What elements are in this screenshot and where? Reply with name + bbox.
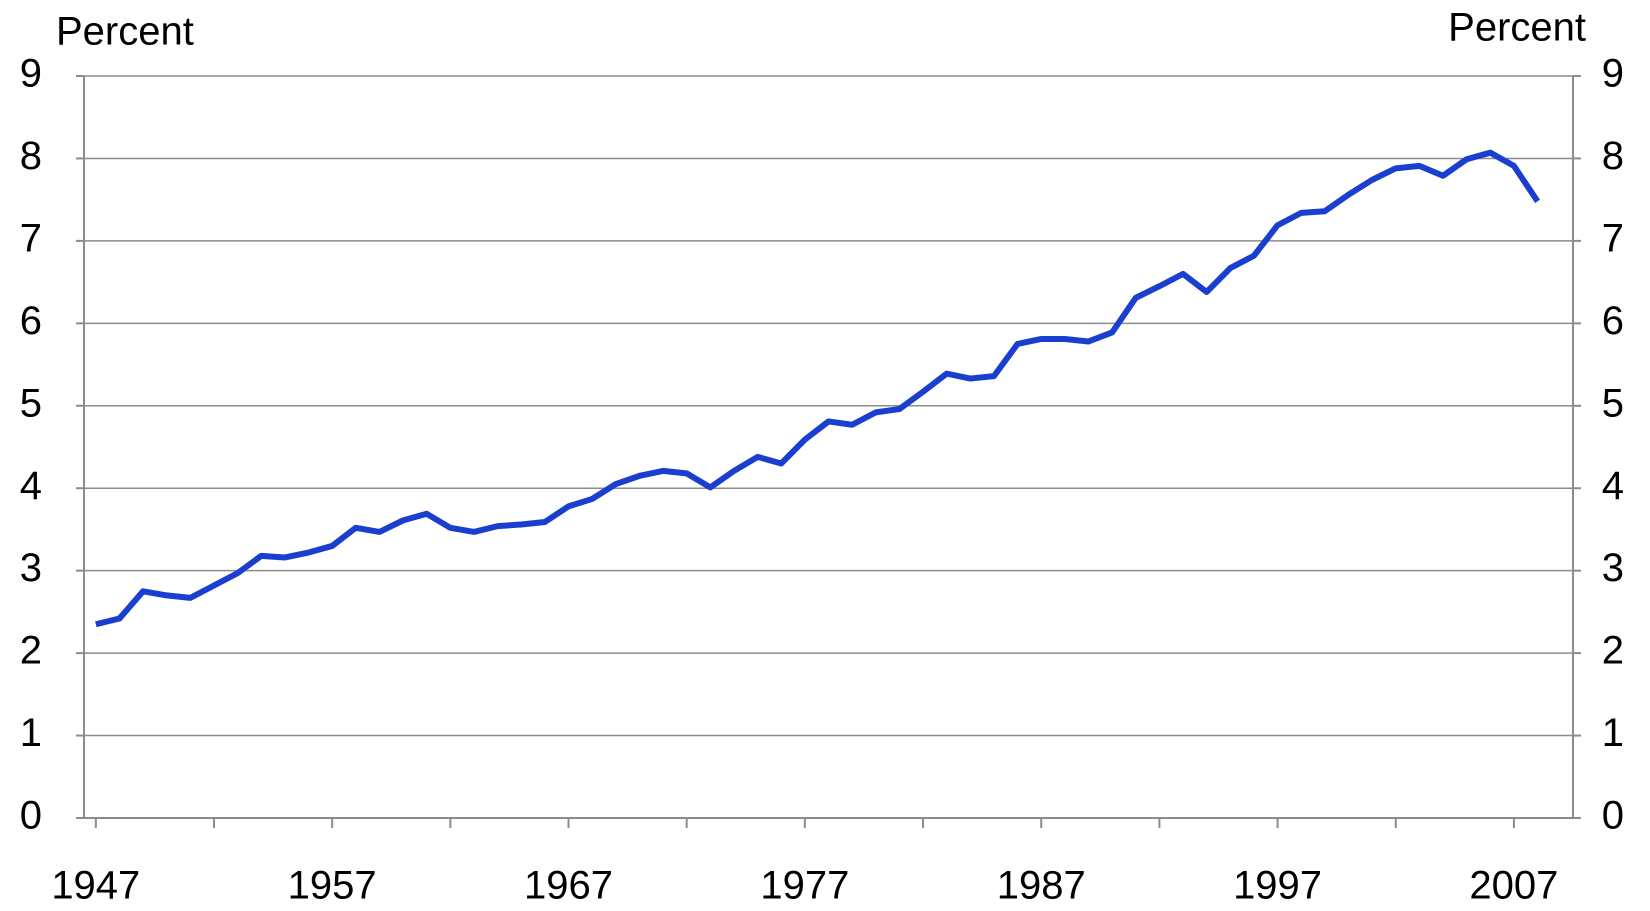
x-tick-label: 2007 — [1469, 864, 1558, 908]
y-tick-label: 6 — [20, 299, 42, 343]
y2-tick-label: 4 — [1602, 464, 1624, 508]
x-tick-label: 1967 — [524, 864, 613, 908]
y2-axis-label: Percent — [1448, 6, 1586, 50]
y2-tick-label: 3 — [1602, 546, 1624, 590]
y2-tick-label: 1 — [1602, 711, 1624, 755]
y2-tick-label: 9 — [1602, 52, 1624, 96]
y2-tick-label: 5 — [1602, 381, 1624, 425]
y-tick-label: 2 — [20, 629, 42, 673]
data-line — [95, 149, 1541, 628]
y-tick-label: 8 — [20, 134, 42, 178]
y-tick-label: 9 — [20, 52, 42, 96]
x-tick-label: 1957 — [288, 864, 377, 908]
y-tick-label: 5 — [20, 381, 42, 425]
y-tick-label: 1 — [20, 711, 42, 755]
y2-tick-label: 6 — [1602, 299, 1624, 343]
y-tick-label: 7 — [20, 216, 42, 260]
y-tick-label: 4 — [20, 464, 42, 508]
y2-tick-label: 0 — [1602, 794, 1624, 838]
y-tick-label: 3 — [20, 546, 42, 590]
y2-tick-label: 2 — [1602, 629, 1624, 673]
y2-tick-label: 8 — [1602, 134, 1624, 178]
x-tick-label: 1977 — [760, 864, 849, 908]
y2-tick-label: 7 — [1602, 216, 1624, 260]
x-tick-label: 1987 — [997, 864, 1086, 908]
x-tick-label: 1997 — [1233, 864, 1322, 908]
x-tick-label: 1947 — [51, 864, 140, 908]
y-tick-label: 0 — [20, 794, 42, 838]
y-axis-label: Percent — [56, 10, 194, 54]
